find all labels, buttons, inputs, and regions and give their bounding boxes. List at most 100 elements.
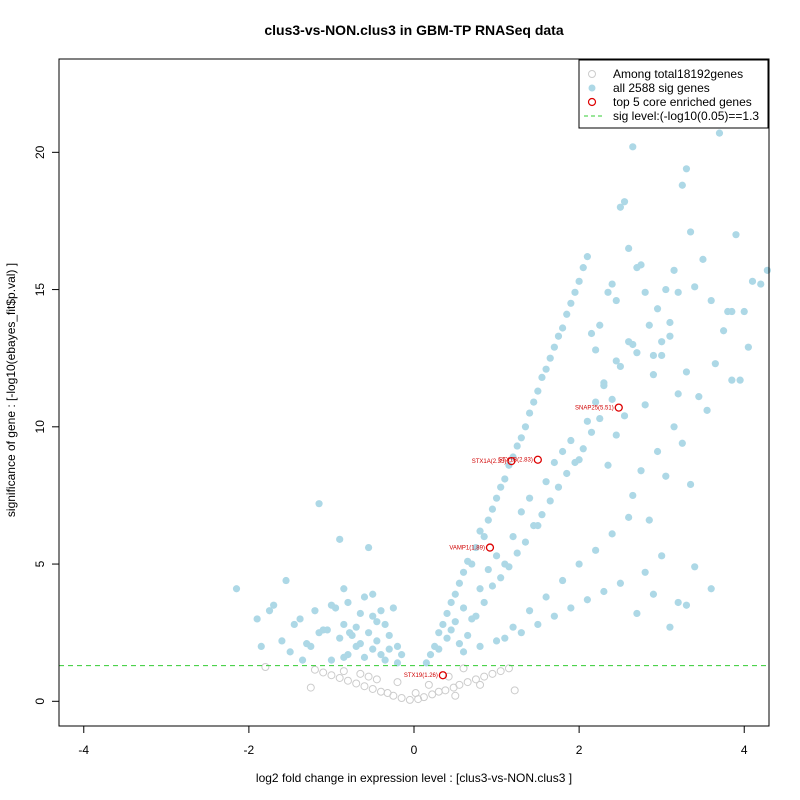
sig-gene-point	[641, 568, 649, 576]
sig-gene-point	[393, 659, 402, 667]
sig-gene-point	[563, 310, 571, 318]
sig-gene-point	[451, 590, 459, 598]
legend-sig-label: all 2588 sig genes	[613, 81, 710, 95]
all-gene-point	[510, 686, 519, 695]
sig-gene-point	[678, 181, 686, 189]
sig-gene-point	[559, 576, 567, 585]
all-gene-point	[310, 665, 319, 674]
sig-gene-point	[525, 409, 534, 417]
sig-gene-point	[748, 277, 757, 285]
sig-gene-point	[505, 563, 513, 571]
sig-gene-point	[600, 379, 608, 387]
all-gene-point	[496, 667, 505, 676]
y-tick-label: 0	[33, 698, 47, 705]
sig-gene-point	[530, 522, 538, 530]
sig-gene-point	[740, 307, 748, 316]
sig-gene-point	[534, 387, 542, 395]
core-gene-point	[438, 671, 448, 680]
sig-gene-point	[340, 620, 348, 629]
sig-gene-point	[509, 623, 517, 631]
sig-gene-point	[389, 604, 397, 612]
sig-gene-point	[385, 631, 393, 640]
all-gene-point	[455, 680, 464, 689]
sig-gene-point	[645, 516, 653, 524]
sig-gene-point	[509, 453, 517, 461]
sig-gene-point	[625, 244, 633, 252]
sig-gene-point	[728, 307, 736, 316]
all-gene-point	[476, 680, 485, 689]
sig-gene-point	[336, 634, 344, 642]
sig-gene-point	[459, 648, 468, 656]
all-gene-point	[488, 669, 497, 678]
sig-gene-point	[633, 349, 641, 357]
sig-gene-point	[695, 393, 703, 401]
sig-gene-point	[559, 447, 567, 456]
sig-gene-point	[298, 656, 307, 664]
sig-gene-point	[488, 505, 497, 513]
sig-gene-point	[554, 332, 563, 340]
x-tick-label: 2	[576, 743, 583, 757]
y-tick-label: 20	[33, 145, 47, 159]
sig-gene-point	[563, 469, 571, 478]
chart-title: clus3-vs-NON.clus3 in GBM-TP RNASeq data	[264, 22, 563, 38]
all-gene-point	[411, 689, 420, 698]
sig-gene-point	[550, 343, 558, 351]
all-gene-point	[424, 680, 433, 689]
sig-gene-point	[492, 637, 501, 645]
sig-gene-point	[629, 491, 637, 500]
sig-gene-point	[360, 653, 369, 661]
legend-all-marker	[588, 70, 596, 78]
sig-gene-point	[340, 653, 348, 661]
sig-gene-point	[484, 565, 492, 574]
sig-gene-point	[484, 516, 492, 524]
all-gene-point	[383, 689, 392, 698]
sig-gene-point	[497, 574, 505, 582]
sig-gene-point	[340, 585, 348, 593]
sig-gene-point	[455, 640, 464, 648]
sig-gene-point	[315, 500, 323, 508]
sig-gene-point	[381, 656, 389, 664]
sig-gene-point	[542, 478, 550, 486]
sig-gene-point	[323, 626, 331, 634]
sig-gene-point	[290, 620, 298, 629]
sig-gene-point	[447, 598, 455, 607]
sig-gene-point	[596, 321, 604, 329]
all-gene-point	[368, 684, 377, 693]
sig-genes-points	[232, 129, 771, 667]
sig-gene-point	[513, 442, 521, 450]
sig-gene-point	[459, 568, 468, 576]
sig-gene-point	[575, 560, 583, 568]
sig-gene-point	[600, 587, 608, 596]
all-gene-point	[419, 693, 428, 702]
all-gene-point	[471, 675, 480, 684]
sig-gene-point	[699, 255, 707, 263]
all-gene-point	[393, 678, 402, 687]
sig-gene-point	[265, 607, 274, 615]
sig-gene-point	[426, 651, 435, 659]
sig-gene-point	[670, 266, 678, 274]
legend-box	[578, 59, 769, 129]
sig-gene-point	[373, 618, 381, 626]
sig-gene-point	[398, 651, 406, 659]
all-gene-point	[441, 686, 450, 695]
all-gene-point	[261, 662, 270, 671]
sig-gene-point	[592, 346, 600, 354]
all-gene-point	[372, 675, 381, 684]
sig-gene-point	[571, 288, 579, 296]
sig-gene-point	[596, 414, 604, 423]
sig-gene-point	[707, 296, 715, 305]
sig-gene-point	[550, 612, 558, 620]
all-gene-point	[444, 672, 453, 681]
core-gene-point	[614, 403, 623, 412]
sig-gene-point	[480, 598, 488, 607]
core-gene-point	[485, 543, 495, 552]
legend-sig-marker	[588, 84, 596, 92]
sig-gene-point	[608, 530, 616, 538]
sig-gene-point	[604, 461, 612, 469]
sig-gene-point	[653, 305, 662, 313]
sig-gene-point	[517, 434, 525, 442]
sig-gene-point	[583, 596, 591, 604]
sig-gene-point	[315, 629, 323, 637]
sig-gene-point	[373, 637, 381, 645]
